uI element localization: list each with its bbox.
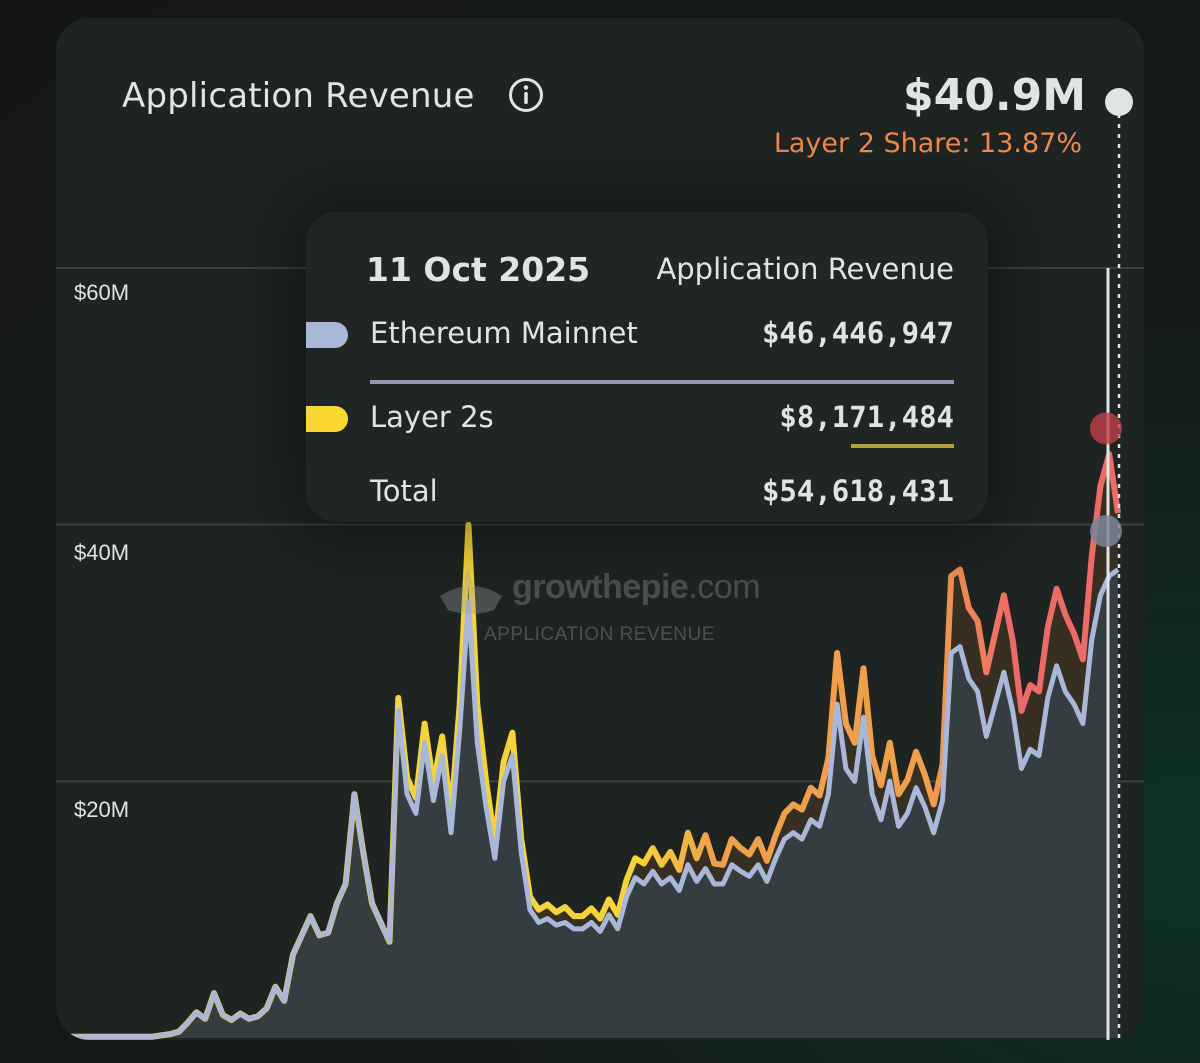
y-tick-40m: $40M — [74, 540, 130, 565]
layer2-hover-point — [1090, 412, 1122, 445]
watermark-subtitle: APPLICATION REVENUE — [484, 624, 715, 645]
mainnet-area — [56, 569, 1118, 1038]
tooltip-total-value: $54,618,431 — [761, 474, 954, 508]
tooltip: 11 Oct 2025 Application Revenue Ethereum… — [306, 212, 988, 522]
layer2-swatch — [306, 406, 348, 432]
watermark: growthepie.com APPLICATION REVENUE — [436, 548, 776, 648]
mainnet-share-bar — [370, 380, 954, 384]
watermark-brand: growthepie.com — [512, 568, 761, 606]
timeline-handle[interactable] — [1105, 88, 1133, 116]
mainnet-line — [56, 567, 1120, 1040]
tooltip-row-total: Total $54,618,431 — [306, 472, 988, 516]
chart-svg — [56, 114, 1144, 1040]
info-icon[interactable] — [508, 77, 544, 113]
pie-logo-icon — [440, 568, 502, 614]
y-tick-60m: $60M — [74, 280, 130, 305]
mainnet-hover-point — [1090, 515, 1122, 548]
layer2-share-bar — [851, 444, 954, 448]
headline-value: $40.9M — [903, 70, 1086, 121]
tooltip-row-layer2: Layer 2s $8,171,484 — [306, 398, 988, 442]
layer2-share-text: Layer 2 Share: 13.87% — [773, 128, 1082, 159]
y-tick-20m: $20M — [74, 797, 130, 822]
tooltip-row-value: $46,446,947 — [761, 316, 954, 350]
tooltip-row-value: $8,171,484 — [779, 400, 954, 434]
tooltip-row-label: Layer 2s — [370, 400, 494, 434]
tooltip-metric: Application Revenue — [656, 252, 954, 286]
mainnet-swatch — [306, 322, 348, 348]
layer2-area — [56, 454, 1118, 1037]
tooltip-row-mainnet: Ethereum Mainnet $46,446,947 — [306, 314, 988, 358]
chart-card: $60M $40M $20M growthepie.com APPLICATIO… — [56, 18, 1144, 1040]
chart-title: Application Revenue — [122, 76, 475, 116]
tooltip-total-label: Total — [370, 474, 438, 508]
tooltip-date: 11 Oct 2025 — [366, 250, 591, 289]
tooltip-row-label: Ethereum Mainnet — [370, 316, 638, 350]
